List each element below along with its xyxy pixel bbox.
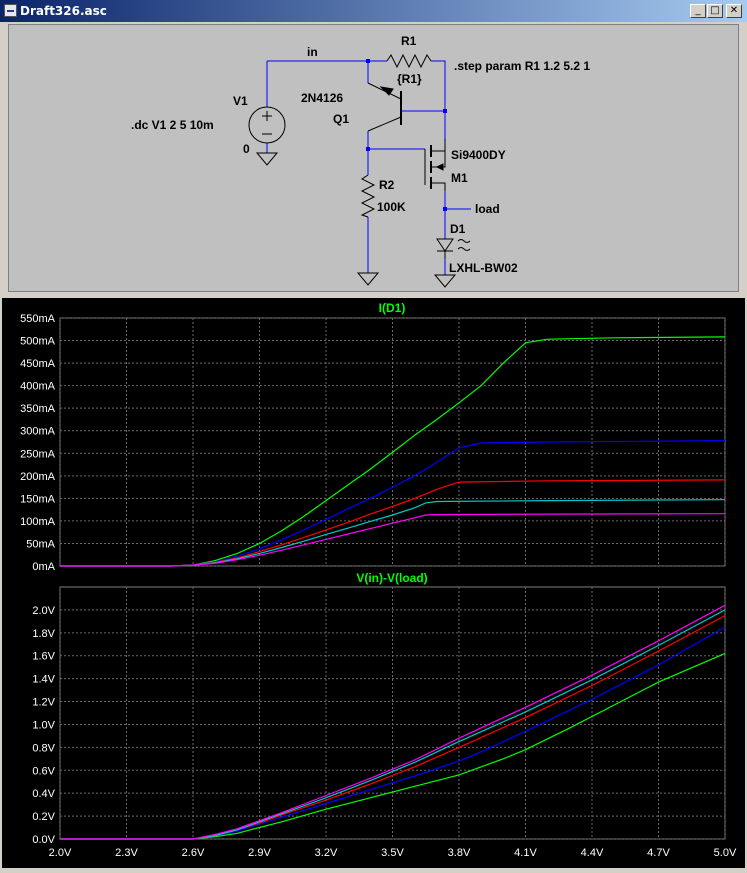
resistor-r2-symbol[interactable] [360,174,376,218]
y-tick-label: 450mA [20,358,56,370]
plot-title-voltage: V(in)-V(load) [356,571,427,585]
x-tick-label: 2.0V [49,847,72,859]
led-d1-symbol[interactable] [436,238,454,252]
x-tick-label: 4.4V [581,847,604,859]
minimize-button[interactable]: _ [690,4,706,18]
v1-value: 0 [243,142,250,156]
window-title: Draft326.asc [20,4,107,18]
r2-name: R2 [379,178,395,192]
trace-series-5[interactable] [60,604,726,840]
y-tick-label: 100mA [20,516,56,528]
trace-series-4[interactable] [60,499,726,567]
y-tick-label: 400mA [20,381,56,393]
y-tick-label: 1.2V [32,697,55,709]
junction-dot [443,109,447,113]
wire-r1-right [431,60,446,111]
waveform-viewer[interactable]: I(D1) 0mA 50mA 100mA 150mA 200mA 250mA 300mA 35… [2,298,745,868]
schematic-drawing[interactable]: in R1 {R1} .step param R1 1.2 5.2 1 V1 2… [9,25,738,291]
y-tick-label: 1.6V [32,651,55,663]
d1-name: D1 [450,222,466,236]
step-directive[interactable]: .step param R1 1.2 5.2 1 [454,59,590,73]
y-tick-label: 1.0V [32,719,55,731]
plot-title-current: I(D1) [379,301,406,315]
d1-model: LXHL-BW02 [449,261,518,275]
plot-pane-current[interactable]: I(D1) 0mA 50mA 100mA 150mA 200mA 250mA 300mA 35… [20,301,726,573]
y-tick-label: 0.8V [32,742,55,754]
y-tick-label: 0.2V [32,811,55,823]
y-tick-label: 0.6V [32,765,55,777]
y-tick-label: 350mA [20,403,56,415]
v1-name: V1 [233,94,248,108]
y-tick-label: 550mA [20,313,56,325]
waveform-plots[interactable]: I(D1) 0mA 50mA 100mA 150mA 200mA 250mA 300mA 35… [2,298,745,868]
net-label-load: load [475,202,500,216]
y-tick-label: 200mA [20,471,56,483]
y-tick-label: 2.0V [32,605,55,617]
trace-series-4[interactable] [60,609,726,840]
x-tick-label: 4.7V [647,847,670,859]
ground-icon [356,272,380,286]
m1-name: M1 [451,171,468,185]
x-tick-label: 2.6V [182,847,205,859]
x-tick-label: 4.1V [514,847,537,859]
plot-pane-voltage[interactable]: V(in)-V(load) 2.0V 2.3V 2.6V 2.9V 3.2V 3.5V 3.… [32,571,737,859]
trace-series-1[interactable] [60,652,726,840]
dc-directive[interactable]: .dc V1 2 5 10m [131,118,214,132]
junction-dot [443,207,447,211]
junction-dot [366,147,370,151]
y-tick-label: 0.0V [32,834,55,846]
y-tick-label: 500mA [20,336,56,348]
resistor-r1-symbol[interactable] [386,53,432,69]
x-tick-label: 2.9V [248,847,271,859]
q1-name: Q1 [333,112,349,126]
y-tick-label: 300mA [20,426,56,438]
q1-model: 2N4126 [301,91,343,105]
x-tick-label: 3.2V [315,847,338,859]
schematic-icon [4,4,17,17]
x-tick-label: 2.3V [115,847,138,859]
y-tick-label: 50mA [26,538,55,550]
maximize-button[interactable]: □ [707,4,723,18]
voltage-source-symbol[interactable] [248,106,286,144]
r2-value: 100K [377,200,406,214]
x-tick-label: 3.8V [448,847,471,859]
close-button[interactable]: ✕ [726,4,742,18]
x-tick-label: 5.0V [714,847,737,859]
y-tick-label: 0mA [32,561,55,573]
y-tick-label: 1.4V [32,674,55,686]
r1-name: R1 [401,34,417,48]
schematic-pane[interactable]: in R1 {R1} .step param R1 1.2 5.2 1 V1 2… [8,24,739,292]
trace-series-1[interactable] [60,336,726,567]
junction-dot [366,59,370,63]
r1-value: {R1} [397,72,422,86]
ground-icon [433,274,457,288]
y-tick-label: 250mA [20,448,56,460]
ground-icon [255,152,279,166]
x-tick-label: 3.5V [381,847,404,859]
y-tick-label: 0.4V [32,788,55,800]
window-titlebar[interactable]: Draft326.asc _ □ ✕ [0,0,747,22]
trace-series-5[interactable] [60,513,726,567]
m1-model: Si9400DY [451,148,506,162]
y-tick-label: 1.8V [32,628,55,640]
y-tick-label: 150mA [20,493,56,505]
net-label-in: in [307,45,318,59]
